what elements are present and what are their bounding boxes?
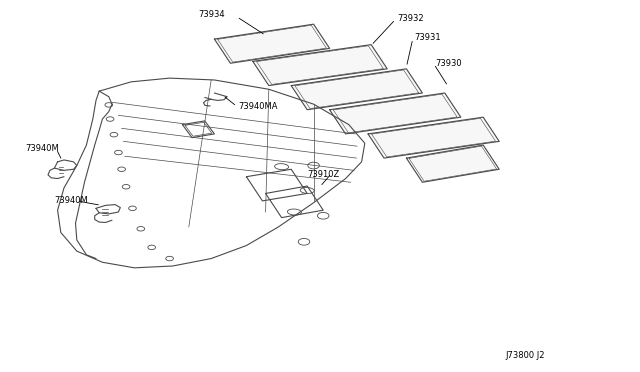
Text: 73931: 73931	[415, 33, 442, 42]
Text: 73930: 73930	[435, 59, 462, 68]
Text: 73932: 73932	[397, 14, 424, 23]
Polygon shape	[291, 69, 422, 110]
Text: J73800 J2: J73800 J2	[506, 351, 545, 360]
Text: 73934: 73934	[198, 10, 225, 19]
Polygon shape	[406, 145, 499, 182]
Text: 73940M: 73940M	[26, 144, 60, 153]
Polygon shape	[330, 93, 461, 134]
Text: 73940MA: 73940MA	[239, 102, 278, 110]
Polygon shape	[253, 45, 387, 86]
Polygon shape	[368, 117, 499, 158]
Text: 73910Z: 73910Z	[307, 170, 339, 179]
Text: 73940M: 73940M	[54, 196, 88, 205]
Polygon shape	[214, 24, 330, 63]
